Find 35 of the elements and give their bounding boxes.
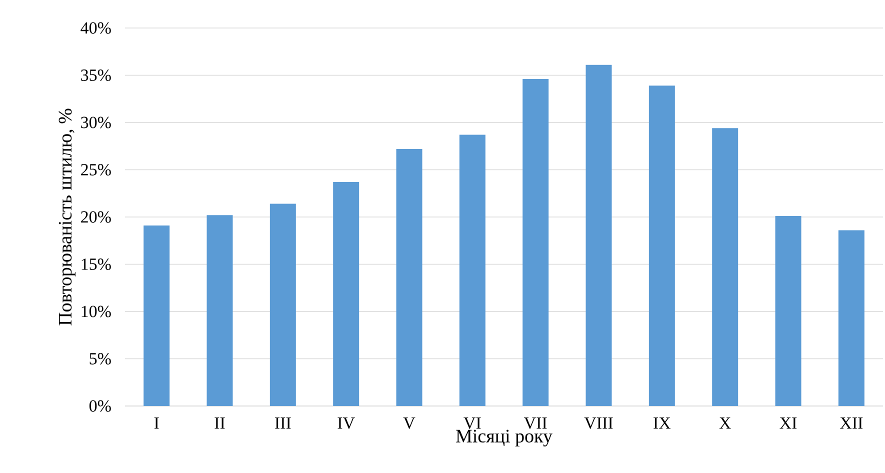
- bar: [333, 182, 360, 406]
- bar: [712, 128, 738, 406]
- y-tick-label: 25%: [81, 164, 111, 176]
- x-tick-label: XI: [780, 418, 797, 429]
- x-tick-label: III: [275, 418, 291, 429]
- x-tick-label: I: [154, 418, 159, 429]
- x-tick-label: VII: [524, 418, 547, 429]
- x-tick-label: XII: [840, 418, 863, 429]
- x-tick-label: IX: [654, 418, 671, 429]
- y-tick-label: 20%: [81, 211, 111, 223]
- y-tick-label: 5%: [90, 352, 111, 365]
- bar: [459, 134, 486, 406]
- y-tick-label: 15%: [82, 258, 111, 270]
- y-axis-title: Повторюваність штилю, %: [58, 108, 76, 326]
- bar: [648, 86, 675, 406]
- bar: [775, 216, 802, 406]
- bar: [270, 204, 296, 406]
- y-tick-label: 30%: [81, 116, 111, 128]
- bar: [586, 64, 612, 406]
- bar: [144, 226, 170, 406]
- bar: [206, 215, 233, 406]
- y-tick-label: 0%: [89, 400, 111, 412]
- x-axis-title: Місяці року: [456, 430, 552, 446]
- bar: [522, 79, 549, 406]
- y-tick-label: 40%: [80, 22, 111, 34]
- x-tick-label: VIII: [584, 418, 613, 429]
- x-tick-label: IV: [338, 418, 355, 429]
- x-tick-label: VI: [464, 418, 481, 429]
- x-tick-label: X: [719, 418, 731, 429]
- x-tick-label: V: [403, 418, 416, 429]
- bar: [396, 148, 422, 406]
- x-tick-label: II: [214, 418, 225, 429]
- y-tick-label: 35%: [81, 69, 111, 82]
- y-tick-label: 10%: [82, 306, 111, 318]
- bar: [838, 230, 864, 406]
